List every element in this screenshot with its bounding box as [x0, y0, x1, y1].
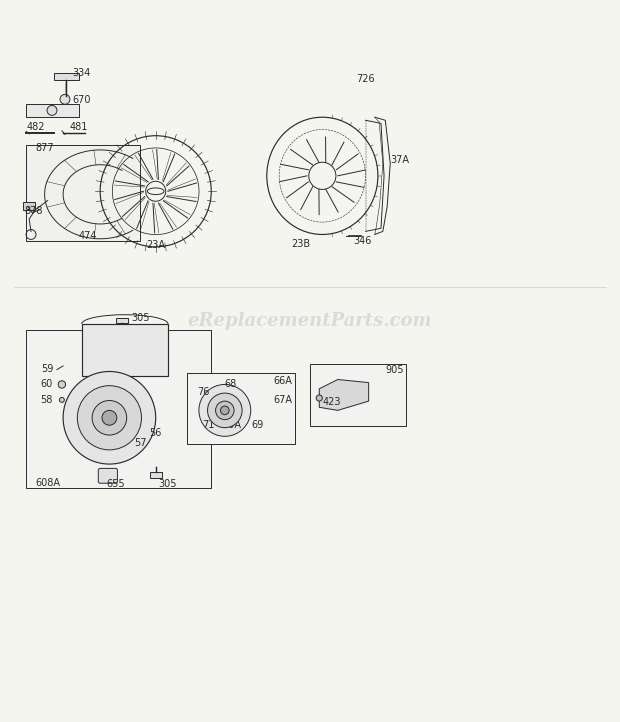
Circle shape [316, 395, 322, 401]
Text: 305: 305 [131, 313, 149, 323]
Bar [149, 472, 162, 478]
Circle shape [63, 372, 156, 464]
Text: 69: 69 [251, 419, 264, 430]
Text: 60: 60 [40, 379, 53, 389]
Text: 423: 423 [322, 397, 341, 407]
Text: 905: 905 [385, 365, 404, 375]
Circle shape [78, 386, 141, 450]
Bar [23, 202, 35, 210]
Text: 76: 76 [198, 387, 210, 397]
Circle shape [199, 384, 250, 436]
Circle shape [102, 410, 117, 425]
Text: 37A: 37A [390, 155, 409, 165]
Circle shape [208, 393, 242, 427]
Bar [187, 373, 294, 444]
Circle shape [92, 401, 126, 435]
Bar [82, 324, 168, 376]
Text: 334: 334 [73, 68, 91, 78]
Text: 305: 305 [159, 479, 177, 489]
Circle shape [58, 380, 66, 388]
Polygon shape [319, 380, 369, 410]
FancyBboxPatch shape [54, 73, 79, 80]
Text: 608A: 608A [35, 478, 60, 487]
Text: 655: 655 [106, 479, 125, 489]
Bar [26, 330, 211, 487]
Circle shape [47, 105, 57, 116]
Text: 56: 56 [149, 428, 162, 438]
FancyBboxPatch shape [99, 469, 117, 483]
Circle shape [216, 401, 234, 419]
Text: 23A: 23A [146, 240, 166, 250]
Text: 58: 58 [40, 395, 53, 405]
Text: 59: 59 [42, 364, 54, 374]
Text: 474: 474 [79, 232, 97, 241]
Bar [310, 364, 405, 426]
Text: 482: 482 [26, 121, 45, 131]
Text: 877: 877 [35, 143, 54, 153]
Text: eReplacementParts.com: eReplacementParts.com [188, 312, 432, 330]
Text: 726: 726 [356, 74, 375, 84]
Circle shape [60, 95, 70, 104]
Text: 346: 346 [353, 235, 371, 245]
Bar [26, 104, 79, 117]
Bar [26, 145, 140, 240]
Text: 71: 71 [202, 419, 215, 430]
Circle shape [60, 397, 64, 402]
Text: 66A: 66A [273, 376, 292, 386]
Text: 670: 670 [73, 95, 91, 105]
Text: 68: 68 [225, 379, 237, 389]
Text: 878: 878 [24, 206, 43, 216]
Text: 67A: 67A [273, 395, 292, 405]
FancyBboxPatch shape [115, 318, 128, 323]
Text: 23B: 23B [291, 239, 311, 249]
Text: 70A: 70A [222, 419, 241, 430]
Text: 481: 481 [69, 121, 87, 131]
Text: 57: 57 [134, 438, 146, 448]
Circle shape [221, 406, 229, 414]
